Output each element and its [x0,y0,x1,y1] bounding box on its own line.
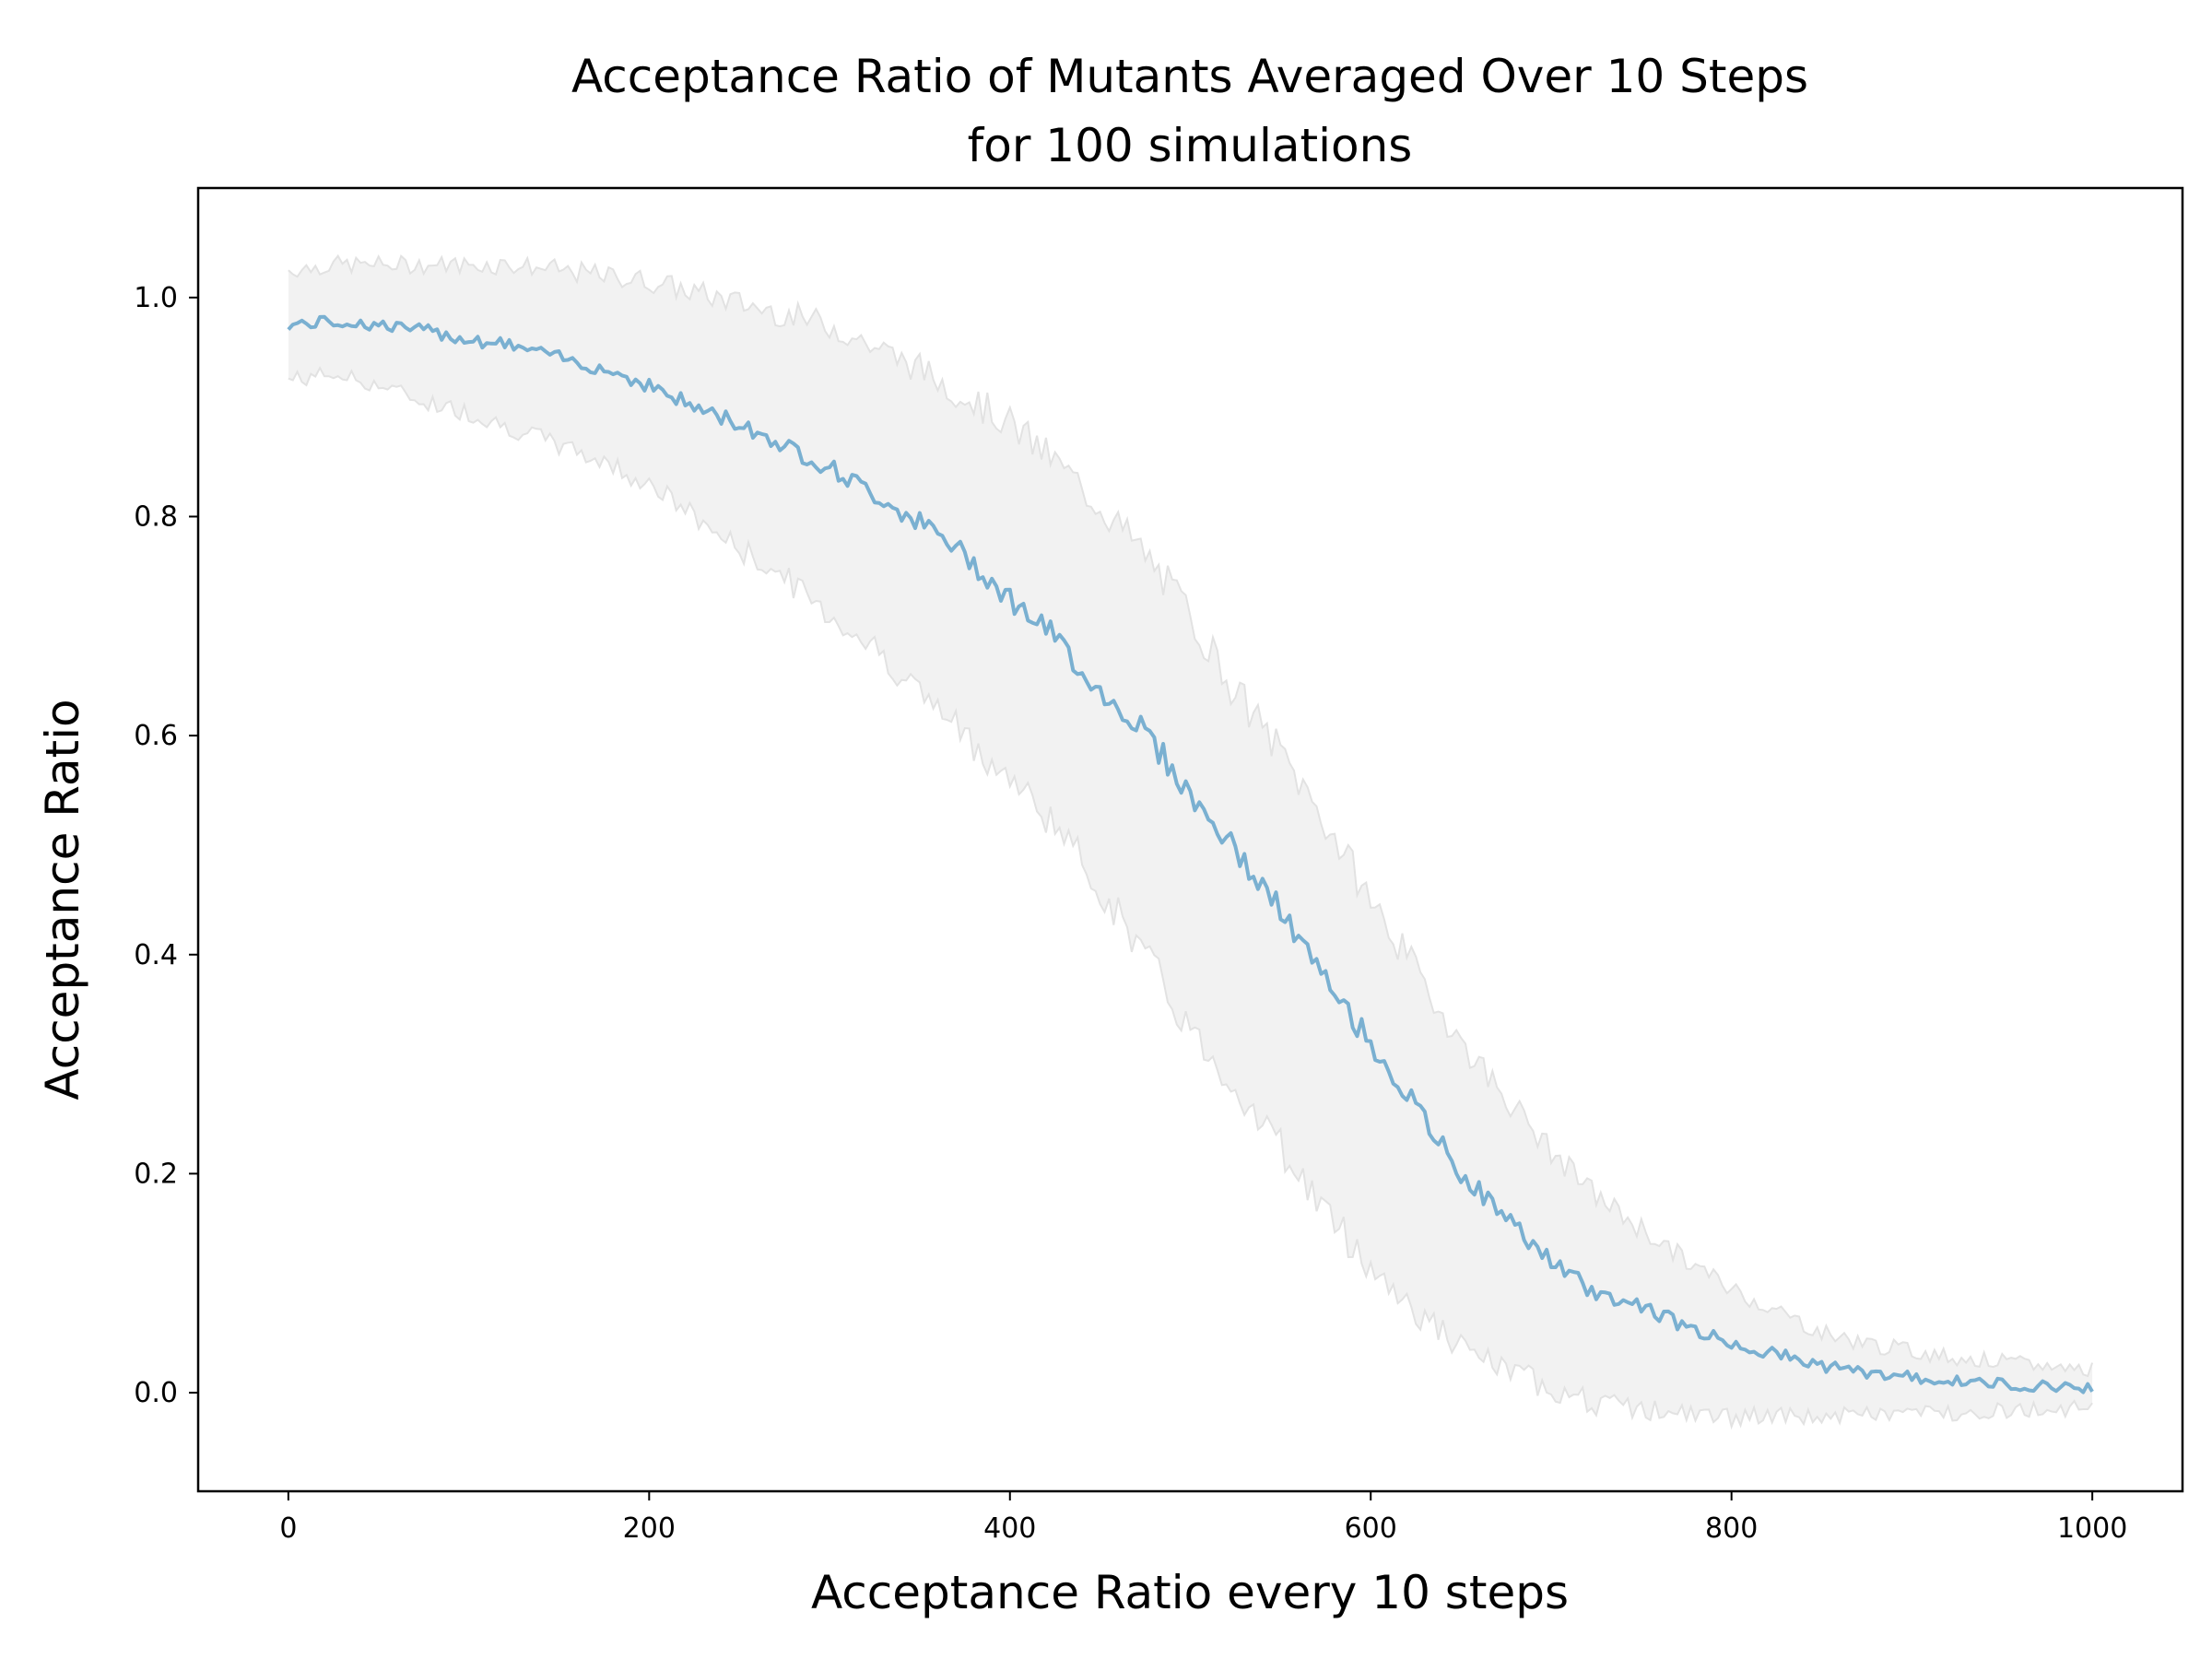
y-axis-label: Acceptance Ratio [36,699,89,1100]
y-tick-label: 0.2 [134,1158,178,1190]
y-tick-label: 1.0 [134,282,178,314]
x-tick-label: 800 [1705,1512,1758,1545]
plot-area [287,253,2094,1430]
plot-frame [196,186,2184,1493]
x-tick-label: 600 [1345,1512,1397,1545]
std-band [288,255,2093,1427]
x-tick-label: 0 [279,1512,297,1545]
x-axis-label: Acceptance Ratio every 10 steps [811,1566,1569,1619]
chart-title: Acceptance Ratio of Mutants Averaged Ove… [571,50,1808,172]
y-tick-label: 0.8 [134,500,178,533]
y-axis: 0.0 0.2 0.4 0.6 0.8 1.0 [134,282,198,1409]
y-tick-label: 0.4 [134,939,178,971]
chart-title-line-1: Acceptance Ratio of Mutants Averaged Ove… [571,50,1808,103]
x-axis: 0 200 400 600 800 1000 [279,1491,2127,1545]
chart-title-line-2: for 100 simulations [968,119,1413,172]
x-tick-label: 400 [983,1512,1036,1545]
upper-band-line [288,253,2094,1378]
x-tick-label: 200 [623,1512,676,1545]
y-tick-label: 0.6 [134,720,178,752]
x-tick-label: 1000 [2057,1512,2127,1545]
mean-series-line [287,314,2094,1394]
y-tick-label: 0.0 [134,1377,178,1409]
lower-band-line [288,366,2093,1430]
